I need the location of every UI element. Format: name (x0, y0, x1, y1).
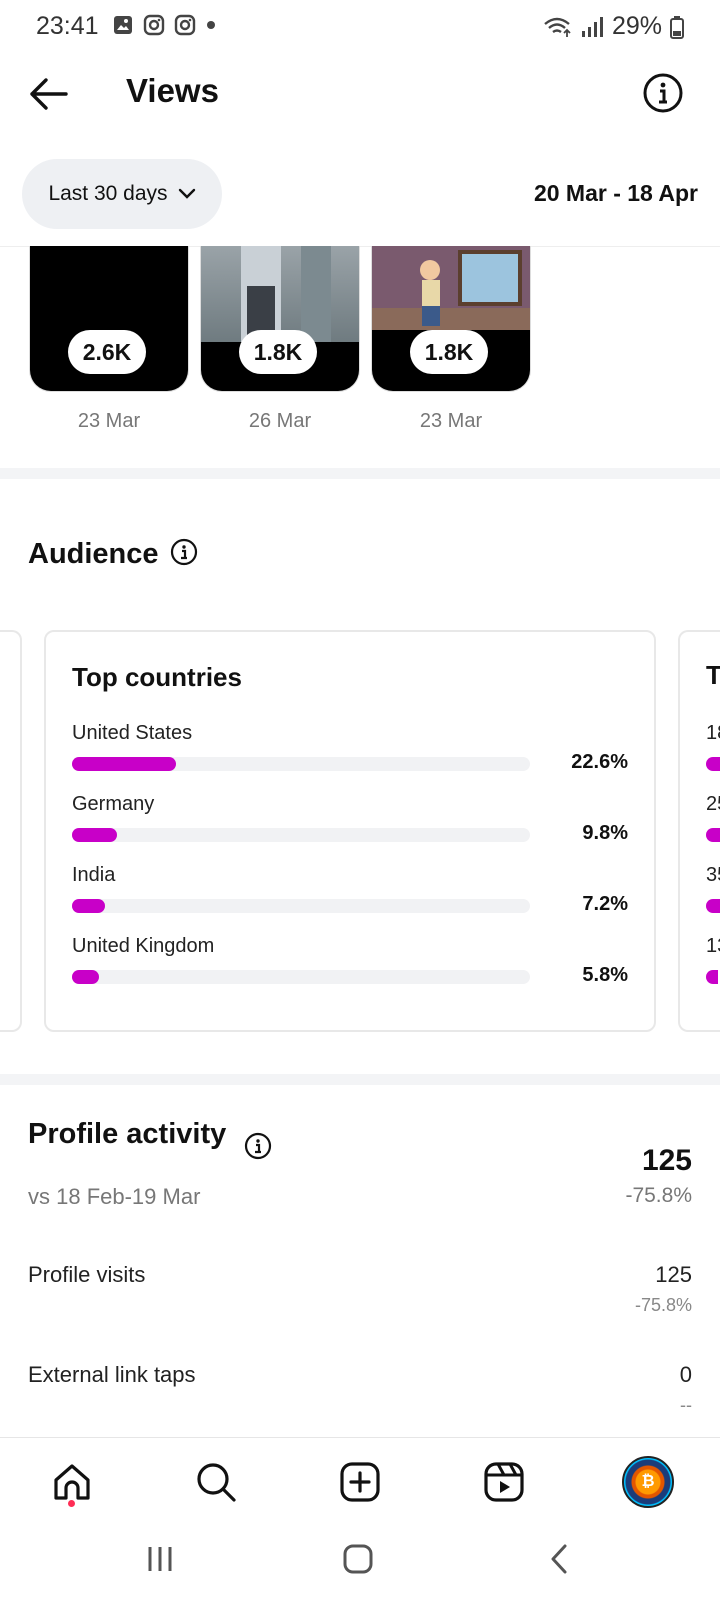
date-range-dropdown-label: Last 30 days (48, 182, 168, 205)
page-title: Views (126, 72, 219, 109)
chevron-down-icon (178, 188, 195, 199)
view-count-badge: 2.6K (68, 330, 146, 374)
bottom-navigation: ₿ (0, 1437, 720, 1529)
instagram-icon (143, 14, 165, 36)
gallery-icon (114, 16, 132, 34)
section-divider (0, 1074, 720, 1085)
reel-thumbnail[interactable]: 1.8K (371, 246, 531, 392)
metric-value: 125 (655, 1262, 692, 1287)
audience-title: Audience (28, 538, 159, 570)
percent-value: 5.8% (582, 964, 628, 986)
notification-dot (68, 1500, 75, 1507)
metric-label: External link taps (28, 1362, 196, 1387)
progress-fill (72, 899, 105, 913)
section-divider (0, 468, 720, 479)
metric-label: Profile visits (28, 1262, 146, 1287)
card-title: Top countries (72, 662, 242, 692)
top-countries-card[interactable]: Top countries United States 22.6% German… (44, 630, 656, 1032)
nav-home[interactable] (42, 1452, 102, 1512)
progress-fill (706, 899, 720, 913)
back-arrow-icon[interactable] (26, 74, 70, 114)
nav-create[interactable] (330, 1452, 390, 1512)
info-icon[interactable] (244, 1132, 272, 1160)
thumbnail-cartoon-image (372, 246, 530, 330)
progress-fill (706, 757, 720, 771)
percent-value: 7.2% (582, 893, 628, 915)
recent-apps-icon[interactable] (144, 1543, 176, 1575)
date-range-text: 20 Mar - 18 Apr (533, 180, 698, 206)
system-navigation-bar (0, 1529, 720, 1600)
country-label: United States (72, 722, 193, 744)
previous-card[interactable] (0, 630, 22, 1032)
instagram-icon (174, 14, 196, 36)
progress-fill (72, 757, 176, 771)
nav-reels[interactable] (474, 1452, 534, 1512)
percent-value: 9.8% (582, 822, 628, 844)
home-button-icon[interactable] (342, 1543, 374, 1575)
thumbnail-person-image (241, 246, 331, 342)
avatar: ₿ (622, 1456, 674, 1508)
reels-icon (484, 1462, 524, 1502)
notification-icons (112, 14, 217, 36)
info-icon[interactable] (170, 538, 198, 566)
signal-icon (581, 16, 603, 37)
country-label: United Kingdom (72, 935, 215, 957)
nav-profile[interactable]: ₿ (618, 1452, 678, 1512)
more-notifications-dot-icon (207, 21, 215, 29)
status-time: 23:41 (36, 12, 99, 40)
metric-value: 0 (679, 1362, 692, 1387)
back-button-icon[interactable] (544, 1543, 576, 1575)
divider (0, 246, 720, 247)
search-icon (197, 1463, 236, 1502)
country-label: Germany (72, 793, 155, 815)
add-post-icon (340, 1462, 380, 1502)
nav-search[interactable] (186, 1452, 246, 1512)
next-card[interactable]: T 18 25 35 13 (678, 630, 720, 1032)
next-card-row-label: 35 (706, 864, 720, 886)
metric-change: -75.8% (634, 1295, 692, 1315)
comparison-period: vs 18 Feb-19 Mar (28, 1184, 201, 1209)
status-bar: 23:41 29% (0, 0, 720, 52)
total-value: 125 (641, 1144, 692, 1177)
battery-icon (670, 15, 684, 39)
date-range-dropdown[interactable]: Last 30 days (22, 159, 222, 229)
progress-bar (72, 899, 530, 913)
reel-date: 23 Mar (77, 410, 141, 432)
progress-fill (706, 970, 718, 984)
profile-activity-title: Profile activity (28, 1118, 227, 1150)
progress-fill (72, 828, 117, 842)
progress-fill (72, 970, 99, 984)
progress-bar (72, 970, 530, 984)
progress-bar (72, 828, 530, 842)
progress-bar (72, 757, 530, 771)
wifi-icon (544, 17, 571, 37)
reel-date: 23 Mar (419, 410, 483, 432)
next-card-row-label: 25 (706, 793, 720, 815)
reel-thumbnail[interactable]: 2.6K (29, 246, 189, 392)
battery-percent: 29% (611, 12, 662, 40)
view-count-badge: 1.8K (239, 330, 317, 374)
home-icon (54, 1464, 90, 1500)
status-right: 29% (542, 12, 684, 41)
view-count-badge: 1.8K (410, 330, 488, 374)
percent-value: 22.6% (571, 751, 628, 773)
progress-fill (706, 828, 720, 842)
header: Views (0, 52, 720, 136)
info-icon[interactable] (642, 72, 684, 114)
total-change: -75.8% (625, 1184, 692, 1207)
reel-thumbnail[interactable]: 1.8K (200, 246, 360, 392)
reel-date: 26 Mar (248, 410, 312, 432)
next-card-title: T (706, 660, 720, 691)
next-card-row-label: 18 (706, 722, 720, 744)
metric-change: -- (680, 1395, 692, 1415)
next-card-row-label: 13 (706, 935, 720, 957)
country-label: India (72, 864, 116, 886)
